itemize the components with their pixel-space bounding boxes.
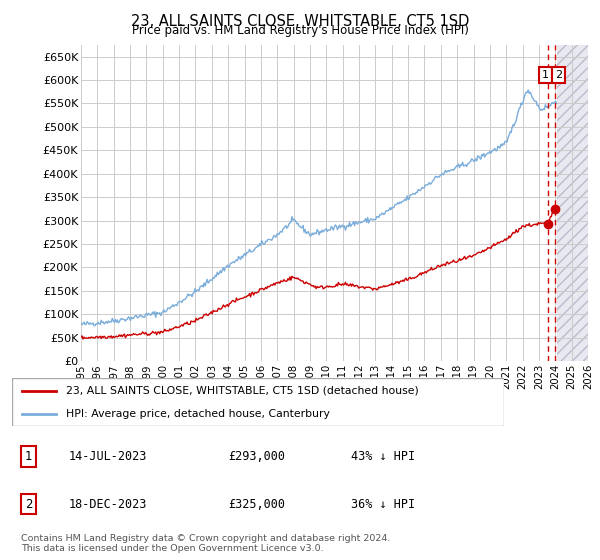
Text: 18-DEC-2023: 18-DEC-2023 bbox=[69, 497, 148, 511]
Text: 36% ↓ HPI: 36% ↓ HPI bbox=[351, 497, 415, 511]
Text: 23, ALL SAINTS CLOSE, WHITSTABLE, CT5 1SD: 23, ALL SAINTS CLOSE, WHITSTABLE, CT5 1S… bbox=[131, 14, 469, 29]
Text: 1: 1 bbox=[25, 450, 32, 463]
Text: 1: 1 bbox=[542, 70, 549, 80]
Bar bbox=[557, 45, 588, 361]
Text: £325,000: £325,000 bbox=[228, 497, 285, 511]
Text: Price paid vs. HM Land Registry's House Price Index (HPI): Price paid vs. HM Land Registry's House … bbox=[131, 24, 469, 37]
Text: HPI: Average price, detached house, Canterbury: HPI: Average price, detached house, Cant… bbox=[66, 409, 330, 419]
FancyBboxPatch shape bbox=[12, 378, 504, 426]
Text: 2: 2 bbox=[25, 497, 32, 511]
Text: £293,000: £293,000 bbox=[228, 450, 285, 463]
Text: Contains HM Land Registry data © Crown copyright and database right 2024.
This d: Contains HM Land Registry data © Crown c… bbox=[21, 534, 391, 553]
Text: 23, ALL SAINTS CLOSE, WHITSTABLE, CT5 1SD (detached house): 23, ALL SAINTS CLOSE, WHITSTABLE, CT5 1S… bbox=[66, 386, 419, 396]
Text: 14-JUL-2023: 14-JUL-2023 bbox=[69, 450, 148, 463]
Text: 2: 2 bbox=[555, 70, 562, 80]
Text: 43% ↓ HPI: 43% ↓ HPI bbox=[351, 450, 415, 463]
Bar bbox=[557, 45, 588, 361]
